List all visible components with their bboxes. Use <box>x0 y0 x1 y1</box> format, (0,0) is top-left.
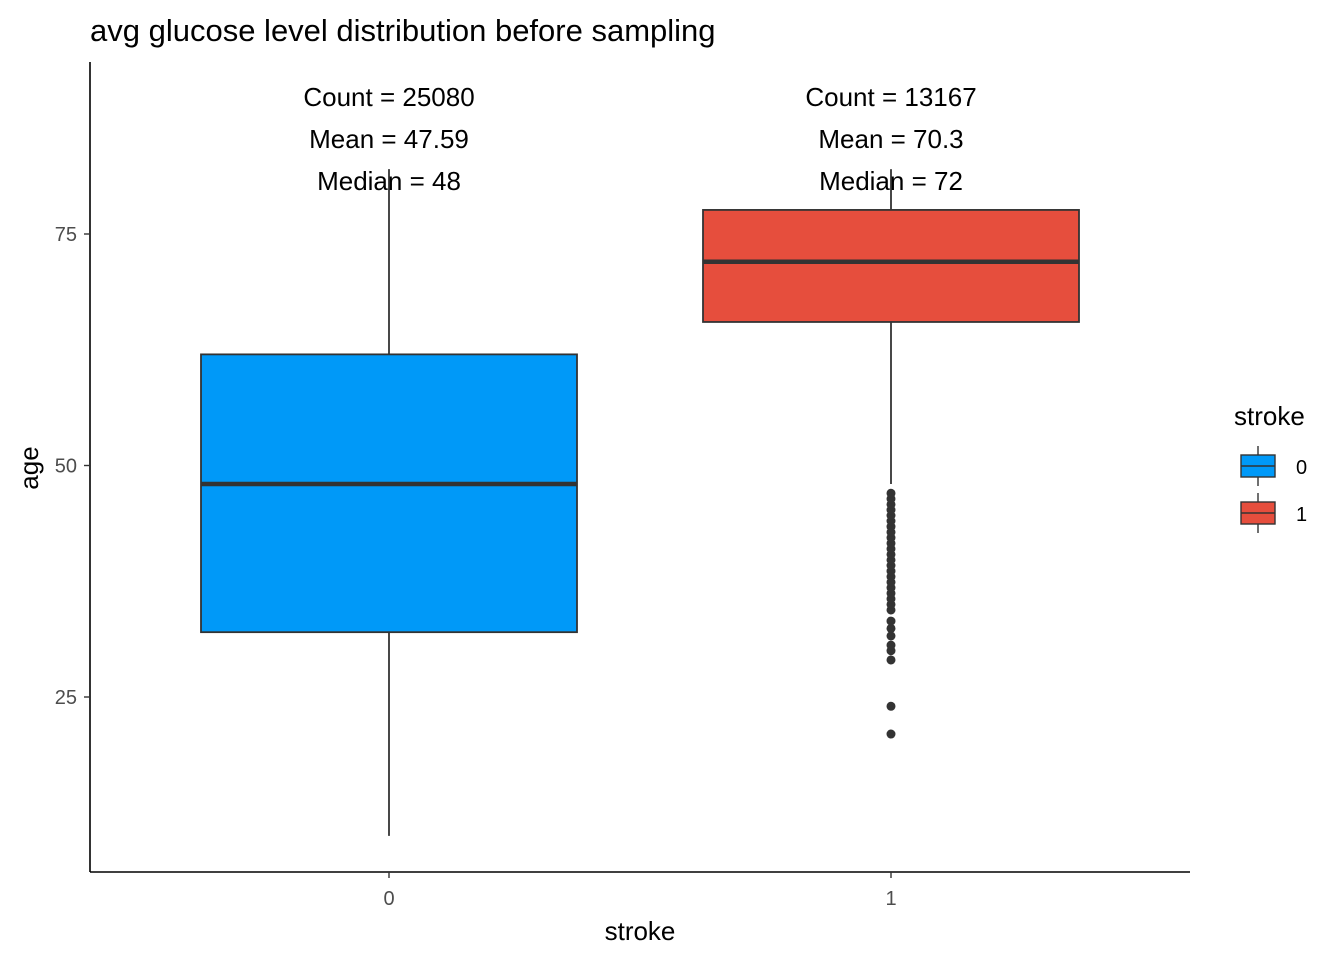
annotation-line: Count = 25080 <box>303 82 474 112</box>
legend-label: 1 <box>1296 504 1307 526</box>
legend-title: stroke <box>1234 401 1305 431</box>
outlier-point <box>886 488 896 498</box>
box-1 <box>702 209 1080 323</box>
outlier-point <box>886 655 896 665</box>
legend-label: 0 <box>1296 457 1307 479</box>
x-axis-title: stroke <box>605 916 676 946</box>
box-group-0 <box>200 169 578 836</box>
x-tick-label: 0 <box>383 888 394 910</box>
annotation-line: Count = 13167 <box>805 82 976 112</box>
plot-area: Count = 25080 Mean = 47.59 Median = 48 Coun… <box>200 82 1080 836</box>
legend-key-0: 0 <box>1240 446 1307 486</box>
box-0 <box>200 353 578 634</box>
axes: 25 50 75 0 1 <box>55 62 1190 910</box>
outlier-point <box>886 729 896 739</box>
outlier-point <box>886 640 896 650</box>
annotation-line: Mean = 70.3 <box>818 124 963 154</box>
y-tick-label: 25 <box>55 687 77 709</box>
annotation-line: Median = 48 <box>317 166 461 196</box>
chart-title: avg glucose level distribution before sa… <box>90 13 716 48</box>
outlier-point <box>886 631 896 641</box>
x-tick-label: 1 <box>885 888 896 910</box>
legend: stroke 0 1 <box>1234 401 1307 533</box>
legend-key-1: 1 <box>1240 493 1307 533</box>
annotation-line: Median = 72 <box>819 166 963 196</box>
annotation-line: Mean = 47.59 <box>309 124 469 154</box>
outlier-point <box>886 616 896 626</box>
outlier-point <box>886 623 896 633</box>
box-group-1 <box>702 169 1080 739</box>
y-tick-label: 50 <box>55 456 77 478</box>
y-tick-label: 75 <box>55 224 77 246</box>
y-axis-title: age <box>14 446 44 489</box>
outlier-point <box>886 701 896 711</box>
